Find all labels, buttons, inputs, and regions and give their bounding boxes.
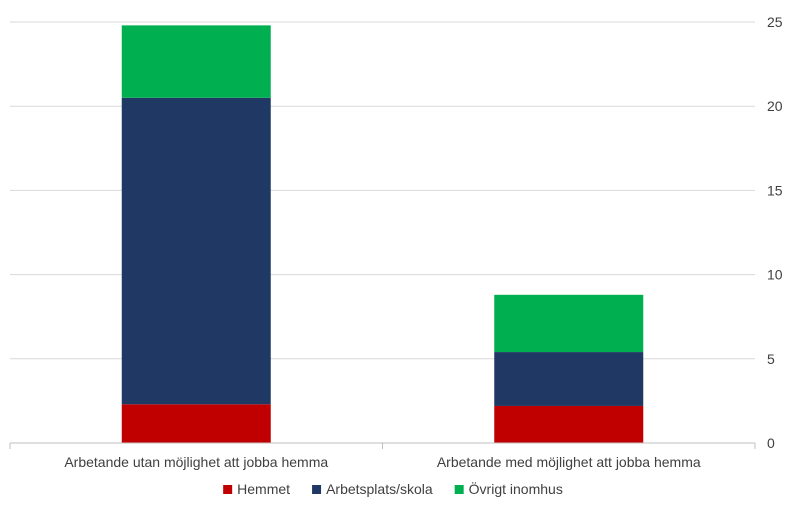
y-tick-label: 15	[767, 182, 783, 198]
legend-swatch	[312, 485, 322, 494]
y-tick-label: 5	[767, 351, 775, 367]
legend-swatch	[223, 485, 233, 494]
bar-segment	[494, 294, 644, 353]
bars	[121, 25, 644, 443]
x-category-label: Arbetande med möjlighet att jobba hemma	[437, 454, 701, 470]
y-tick-label: 25	[767, 14, 783, 30]
legend: Hemmet Arbetsplats/skola Övrigt inomhus	[223, 480, 563, 497]
y-tick-label: 10	[767, 267, 783, 283]
bar-segment	[494, 405, 644, 443]
y-tick-label: 0	[767, 435, 775, 451]
bar-segment	[121, 404, 271, 443]
bar-segment	[121, 97, 271, 405]
bar-segment	[121, 25, 271, 98]
x-category-label: Arbetande utan möjlighet att jobba hemma	[64, 454, 328, 470]
legend-swatch	[454, 485, 464, 494]
legend-label: Hemmet	[237, 481, 290, 497]
y-tick-label: 20	[767, 98, 783, 114]
legend-label: Övrigt inomhus	[469, 480, 563, 497]
legend-label: Arbetsplats/skola	[326, 481, 433, 497]
bar-segment	[494, 352, 644, 406]
axes: 0 5 10 15 20 25 Arbetande utan möjlighet att j…	[9, 14, 783, 470]
